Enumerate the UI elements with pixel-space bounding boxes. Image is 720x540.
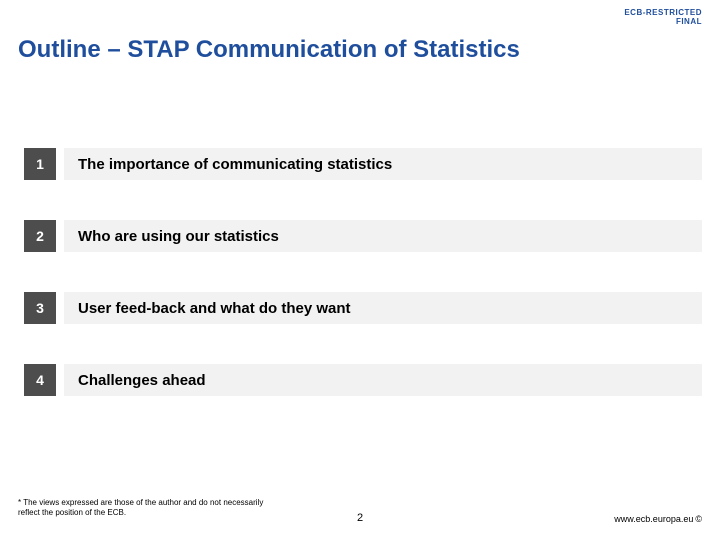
item-number: 4	[24, 364, 56, 396]
disclaimer-text: * The views expressed are those of the a…	[18, 498, 278, 517]
status-text: FINAL	[624, 17, 702, 26]
item-label: Who are using our statistics	[78, 228, 279, 245]
item-label: The importance of communicating statisti…	[78, 156, 392, 173]
site-url-text: www.ecb.europa.eu	[614, 514, 693, 524]
item-number: 3	[24, 292, 56, 324]
copyright-symbol: ©	[695, 514, 702, 524]
item-label: User feed-back and what do they want	[78, 300, 351, 317]
list-item: 1 The importance of communicating statis…	[24, 148, 702, 180]
item-label-wrap: The importance of communicating statisti…	[64, 148, 702, 180]
item-label-wrap: User feed-back and what do they want	[64, 292, 702, 324]
list-item: 4 Challenges ahead	[24, 364, 702, 396]
item-number: 2	[24, 220, 56, 252]
classification-text: ECB-RESTRICTED	[624, 8, 702, 17]
item-label: Challenges ahead	[78, 372, 206, 389]
footer: * The views expressed are those of the a…	[18, 498, 702, 528]
rubric: Outline – STAP Communication of Statisti…	[0, 36, 720, 80]
item-number: 1	[24, 148, 56, 180]
item-label-wrap: Who are using our statistics	[64, 220, 702, 252]
list-item: 2 Who are using our statistics	[24, 220, 702, 252]
page-title: Outline – STAP Communication of Statisti…	[0, 36, 720, 65]
page-number: 2	[357, 512, 363, 524]
site-url: www.ecb.europa.eu©	[614, 514, 702, 524]
header-classification: ECB-RESTRICTED FINAL	[624, 8, 702, 26]
list-item: 3 User feed-back and what do they want	[24, 292, 702, 324]
outline-list: 1 The importance of communicating statis…	[24, 148, 702, 436]
item-label-wrap: Challenges ahead	[64, 364, 702, 396]
